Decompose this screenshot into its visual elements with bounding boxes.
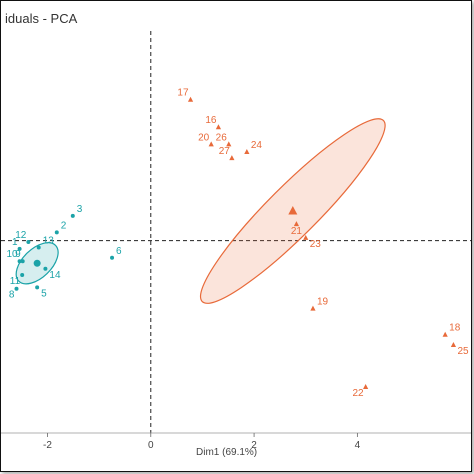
data-point — [310, 305, 316, 311]
data-point — [293, 221, 300, 227]
data-point — [187, 96, 194, 102]
data-point — [26, 239, 31, 244]
point-label: 10 — [6, 249, 18, 260]
x-tick-label: 0 — [148, 440, 154, 451]
data-point — [208, 141, 214, 147]
point-label: 14 — [49, 270, 61, 281]
data-point — [36, 245, 41, 250]
point-label: 5 — [41, 288, 47, 299]
point-label: 18 — [449, 323, 461, 334]
x-tick-label: -2 — [43, 440, 52, 451]
point-label: 17 — [177, 88, 189, 99]
data-point — [450, 342, 457, 348]
data-point — [442, 331, 448, 337]
data-point — [110, 255, 115, 260]
x-axis-label: Dim1 (69.1%) — [196, 447, 257, 458]
data-point — [229, 155, 235, 161]
chart-title: iduals - PCA — [5, 11, 78, 26]
data-point — [54, 230, 59, 235]
point-label: 13 — [43, 235, 55, 246]
point-label: 25 — [457, 346, 469, 357]
point-label: 12 — [15, 230, 27, 241]
point-label: 9 — [15, 249, 21, 260]
data-point — [303, 234, 309, 240]
data-point — [215, 124, 222, 130]
x-tick-label: 4 — [355, 440, 361, 451]
x-axis: -2 0 2 4 — [1, 432, 471, 451]
point-label: 22 — [353, 388, 365, 399]
data-point — [14, 286, 19, 291]
data-point — [70, 213, 75, 218]
point-label: 16 — [205, 115, 217, 126]
point-label: 11 — [10, 276, 21, 287]
point-label: 3 — [77, 204, 83, 215]
data-point — [35, 285, 40, 290]
data-point — [20, 272, 25, 277]
points: 32 121 13 109 14 11 5 8 6 17 16 20 26 24 27 21 23 19 18 25 2… — [6, 88, 469, 399]
centroid-marker-2 — [288, 206, 298, 215]
x-tick-label: 2 — [251, 440, 257, 451]
data-point — [20, 259, 25, 264]
point-label: 1 — [12, 237, 18, 248]
point-label: 24 — [251, 140, 263, 151]
point-label: 26 — [216, 132, 228, 143]
data-point — [43, 266, 48, 271]
data-point — [17, 259, 22, 264]
point-label: 23 — [310, 239, 322, 250]
data-point — [244, 148, 250, 154]
point-label: 27 — [219, 146, 231, 157]
data-point — [17, 246, 22, 251]
point-label: 2 — [61, 220, 67, 231]
point-label: 8 — [9, 290, 15, 301]
point-label: 6 — [116, 246, 122, 257]
data-point — [363, 383, 369, 389]
centroid-marker-1 — [33, 259, 41, 267]
point-label: 19 — [317, 297, 329, 308]
point-label: 21 — [291, 226, 303, 237]
data-point — [226, 141, 232, 147]
point-label: 20 — [198, 132, 210, 143]
reference-lines — [1, 31, 471, 433]
